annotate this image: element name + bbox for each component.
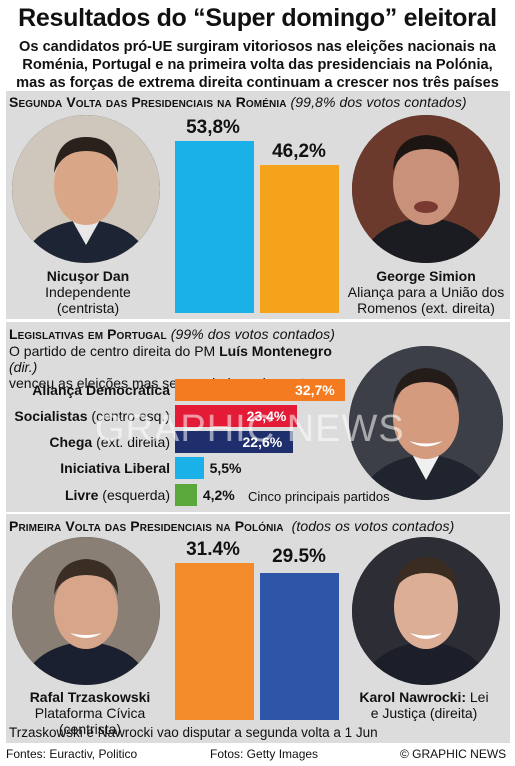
party-name-ps: Socialistas (centro esq.) — [14, 405, 170, 427]
poland-footnote: Trzaskowski e Nawrocki vao disputar a se… — [9, 725, 378, 740]
dan-photo — [12, 115, 160, 263]
party-name-chega: Chega (ext. direita) — [49, 431, 170, 453]
pm-note: (dir.) — [9, 359, 38, 375]
party-label-il: Iniciativa Liberal — [60, 460, 170, 476]
page-title: Resultados do “Super domingo” eleitoral — [18, 4, 497, 32]
graphic-news-watermark: GRAPHIC NEWS — [95, 408, 405, 450]
party-row-chega: Chega (ext. direita) 22,6% — [6, 431, 510, 453]
nawrocki-portrait-icon — [352, 537, 500, 685]
party-label-ps: Socialistas — [14, 408, 88, 424]
party-row-ps: Socialistas (centro esq.) 23,4% — [6, 405, 510, 427]
party-label-ad: Aliança Democrática — [32, 382, 170, 398]
trzaskowski-portrait-icon — [12, 537, 160, 685]
party-row-ad: Aliança Democrática 32,7% — [6, 379, 510, 401]
party-row-il: Iniciativa Liberal 5,5% — [6, 457, 510, 479]
nawrocki-photo — [352, 537, 500, 685]
party-bar-ad — [175, 379, 346, 401]
portugal-text-part1: O partido de centro direita do PM — [9, 343, 220, 359]
nawrocki-party-part2: e Justiça (direita) — [370, 705, 478, 721]
photo-credit: Fotos: Getty Images — [210, 747, 319, 761]
nawrocki-name-block: Karol Nawrocki: Lei e Justiça (direita) — [334, 689, 514, 721]
graphic-news-credit: © GRAPHIC NEWS — [400, 747, 507, 761]
party-name-ad: Aliança Democrática — [32, 379, 170, 401]
dan-party: Independente — [45, 284, 131, 300]
simion-name: George Simion — [376, 268, 476, 284]
simion-portrait-icon — [352, 115, 500, 263]
dan-party-note: (centrista) — [56, 300, 120, 316]
montenegro-photo — [349, 346, 503, 500]
trzaskowski-bar — [175, 563, 254, 720]
simion-pct-label: 46,2% — [272, 141, 326, 162]
party-value-livre: 4,2% — [202, 487, 235, 503]
party-value-ps: 23,4% — [246, 408, 287, 424]
poland-heading: Primeira Volta das Presidenciais na Poló… — [9, 518, 454, 534]
party-bar-il — [175, 457, 204, 479]
party-row-livre: Livre (esquerda) 4,2% — [6, 484, 510, 506]
montenegro-portrait-icon — [349, 346, 503, 500]
simion-party: Aliança para a União dos — [347, 284, 505, 300]
party-qual-ps: (centro esq.) — [87, 408, 170, 424]
trzaskowski-photo — [12, 537, 160, 685]
simion-name-block: George Simion Aliança para a União dos R… — [338, 268, 514, 316]
romania-heading-text: Segunda Volta das Presidenciais na Romén… — [9, 94, 287, 110]
party-value-il: 5,5% — [209, 460, 242, 476]
portugal-legend: Cinco principais partidos — [248, 489, 390, 504]
trzaskowski-pct-label: 31.4% — [186, 539, 240, 560]
party-label-chega: Chega — [49, 434, 93, 450]
party-label-livre: Livre — [64, 487, 99, 503]
party-value-chega: 22,6% — [242, 434, 283, 450]
party-value-ad: 32,7% — [295, 382, 335, 398]
sources: Fontes: Euractiv, Politico — [6, 747, 138, 761]
dan-portrait-icon — [12, 115, 160, 263]
poland-note: (todos os votos contados) — [291, 518, 455, 534]
simion-party-note: Romenos (ext. direita) — [357, 300, 495, 316]
pm-name: Luís Montenegro — [219, 343, 332, 359]
party-bar-livre — [175, 484, 197, 506]
party-name-livre: Livre (esquerda) — [65, 484, 170, 506]
page-subtitle: Os candidatos pró-UE surgiram vitoriosos… — [16, 39, 499, 91]
trzaskowski-party: Plataforma Cívica (centrista) — [34, 705, 146, 737]
nawrocki-name: Karol Nawrocki: — [359, 689, 466, 705]
party-bar-ps — [175, 405, 297, 427]
party-bar-chega — [175, 431, 293, 453]
trzaskowski-name-block: Rafal Trzaskowski Plataforma Cívica (cen… — [2, 689, 178, 737]
party-qual-livre: (esquerda) — [98, 487, 170, 503]
poland-heading-text: Primeira Volta das Presidenciais na Poló… — [9, 518, 284, 534]
trzaskowski-name: Rafal Trzaskowski — [29, 689, 151, 705]
simion-photo — [352, 115, 500, 263]
nawrocki-party-part1: Lei — [466, 689, 489, 705]
romania-heading: Segunda Volta das Presidenciais na Romén… — [9, 94, 467, 110]
party-name-il: Iniciativa Liberal — [60, 457, 170, 479]
portugal-heading-text: Legislativas em Portugal — [9, 326, 167, 342]
dan-name: Nicuşor Dan — [46, 268, 130, 284]
dan-name-block: Nicuşor Dan Independente (centrista) — [8, 268, 168, 316]
romania-note: (99,8% dos votos contados) — [290, 94, 467, 110]
portugal-heading: Legislativas em Portugal (99% dos votos … — [9, 326, 335, 342]
nawrocki-pct-label: 29.5% — [272, 546, 326, 567]
simion-bar — [260, 165, 339, 313]
dan-bar — [175, 140, 254, 313]
nawrocki-bar — [260, 572, 339, 720]
portugal-note: (99% dos votos contados) — [170, 326, 335, 342]
party-qual-chega: (ext. direita) — [92, 434, 170, 450]
dan-pct-label: 53,8% — [186, 117, 240, 138]
